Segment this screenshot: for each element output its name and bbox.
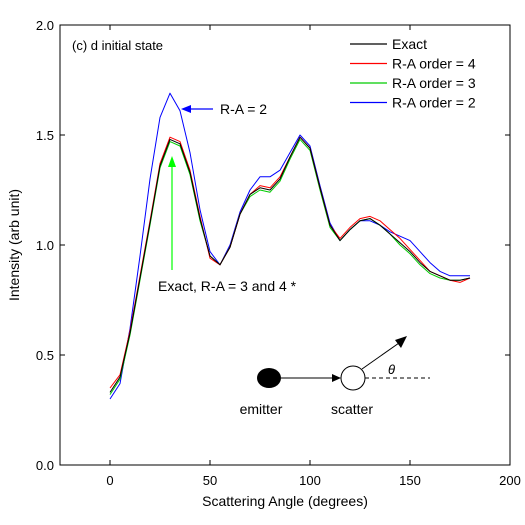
x-tick-label: 150	[399, 473, 421, 488]
scattering-diagram: θ emitter scatter	[240, 336, 430, 417]
exact-arrowhead	[168, 156, 176, 167]
series-line-r-a-order-3	[109, 138, 471, 395]
scatter-label: scatter	[331, 401, 373, 417]
annotation-ra2: R-A = 2	[181, 101, 267, 117]
series-line-r-a-order-4	[109, 136, 471, 389]
chart-title: (c) d initial state	[72, 38, 163, 53]
x-tick-label: 0	[106, 473, 113, 488]
x-tick-label: 200	[499, 473, 521, 488]
emitter-to-scatter-arrowhead	[332, 374, 341, 382]
series-line-exact	[109, 136, 471, 393]
ra2-arrowhead	[181, 105, 191, 113]
x-tick-label: 50	[203, 473, 217, 488]
exact-label: Exact, R-A = 3 and 4 *	[158, 278, 297, 294]
legend-label: Exact	[392, 36, 427, 52]
y-tick-label: 1.0	[36, 238, 54, 253]
y-tick-label: 0.0	[36, 458, 54, 473]
emitter-label: emitter	[240, 401, 283, 417]
scattered-ray	[361, 342, 400, 370]
series-group	[109, 92, 471, 400]
legend-label: R-A order = 3	[392, 75, 476, 91]
theta-label: θ	[388, 362, 395, 377]
y-tick-label: 2.0	[36, 18, 54, 33]
y-axis-label: Intensity (arb unit)	[6, 189, 22, 301]
series-line-r-a-order-2	[109, 92, 470, 400]
y-tick-label: 0.5	[36, 348, 54, 363]
axis-ticks: 0 50 100 150 200 0.0 0.5 1.0 1.5 2.0	[36, 18, 521, 488]
legend-label: R-A order = 2	[392, 95, 476, 111]
legend: Exact R-A order = 4 R-A order = 3 R-A order…	[350, 36, 476, 111]
y-tick-label: 1.5	[36, 128, 54, 143]
x-axis-label: Scattering Angle (degrees)	[202, 493, 368, 509]
scattered-ray-arrowhead	[395, 336, 407, 348]
ra2-label: R-A = 2	[220, 101, 267, 117]
annotation-exact: Exact, R-A = 3 and 4 *	[158, 156, 297, 294]
emitter-dot	[257, 368, 281, 388]
legend-label: R-A order = 4	[392, 56, 476, 72]
x-tick-label: 100	[299, 473, 321, 488]
plot-frame	[59, 24, 511, 466]
scatter-circle	[340, 365, 366, 391]
